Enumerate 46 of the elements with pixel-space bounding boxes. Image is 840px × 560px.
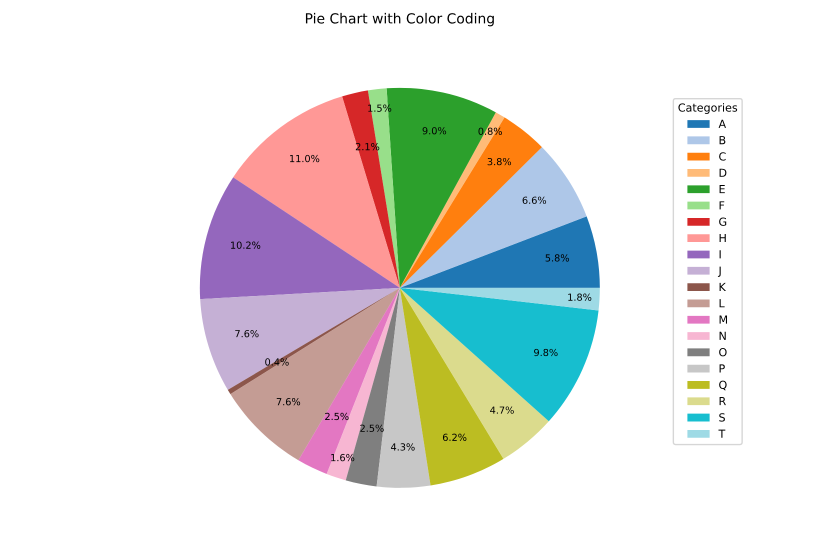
legend-label: M: [720, 315, 728, 324]
legend-label: C: [719, 152, 726, 161]
legend-label: G: [719, 217, 726, 226]
pie-slice: [228, 288, 400, 394]
pie-slice: [200, 288, 400, 390]
legend-label: O: [719, 348, 727, 356]
data-label: 1.6%: [331, 454, 354, 462]
legend-label: A: [718, 120, 726, 128]
legend-label: Q: [719, 380, 727, 390]
legend-label: F: [720, 201, 724, 210]
legend-label: D: [720, 168, 726, 177]
legend-label: S: [719, 413, 725, 422]
data-label: 6.2%: [442, 434, 466, 441]
data-label: 7.6%: [235, 330, 259, 338]
data-label: 3.8%: [488, 158, 512, 166]
legend-label: L: [720, 299, 725, 308]
data-label: 11.0%: [290, 154, 320, 162]
data-label: 2.5%: [325, 412, 349, 420]
pie-slice: [233, 96, 400, 288]
data-label: 4.7%: [490, 406, 514, 414]
pie-slice: [400, 216, 600, 288]
data-label: 9.8%: [534, 348, 558, 356]
legend-label: B: [720, 136, 726, 144]
legend-label: T: [718, 430, 726, 438]
data-label: 10.2%: [231, 241, 260, 249]
legend-label: J: [718, 266, 721, 277]
legend-label: K: [720, 282, 726, 291]
pie-slice: [200, 177, 400, 300]
data-label: 1.8%: [568, 294, 592, 301]
pie-slice: [400, 147, 587, 288]
data-label: 0.4%: [265, 358, 289, 366]
legend-label: I: [720, 250, 721, 258]
data-label: 9.0%: [422, 127, 446, 134]
legend-label: R: [720, 397, 726, 406]
pie-slice: [342, 90, 400, 288]
data-label: 4.3%: [390, 443, 415, 451]
legend-label: E: [720, 185, 725, 194]
chart-title: Pie Chart with Color Coding: [306, 12, 494, 26]
legend-label: N: [720, 332, 726, 340]
data-label: 5.8%: [546, 254, 569, 262]
legend-label: P: [720, 364, 725, 373]
data-label: 6.6%: [522, 196, 546, 204]
legend-title: Categories: [678, 103, 738, 114]
legend-label: H: [720, 234, 726, 242]
data-label: 7.6%: [276, 398, 300, 406]
pie-slice: [400, 288, 599, 422]
